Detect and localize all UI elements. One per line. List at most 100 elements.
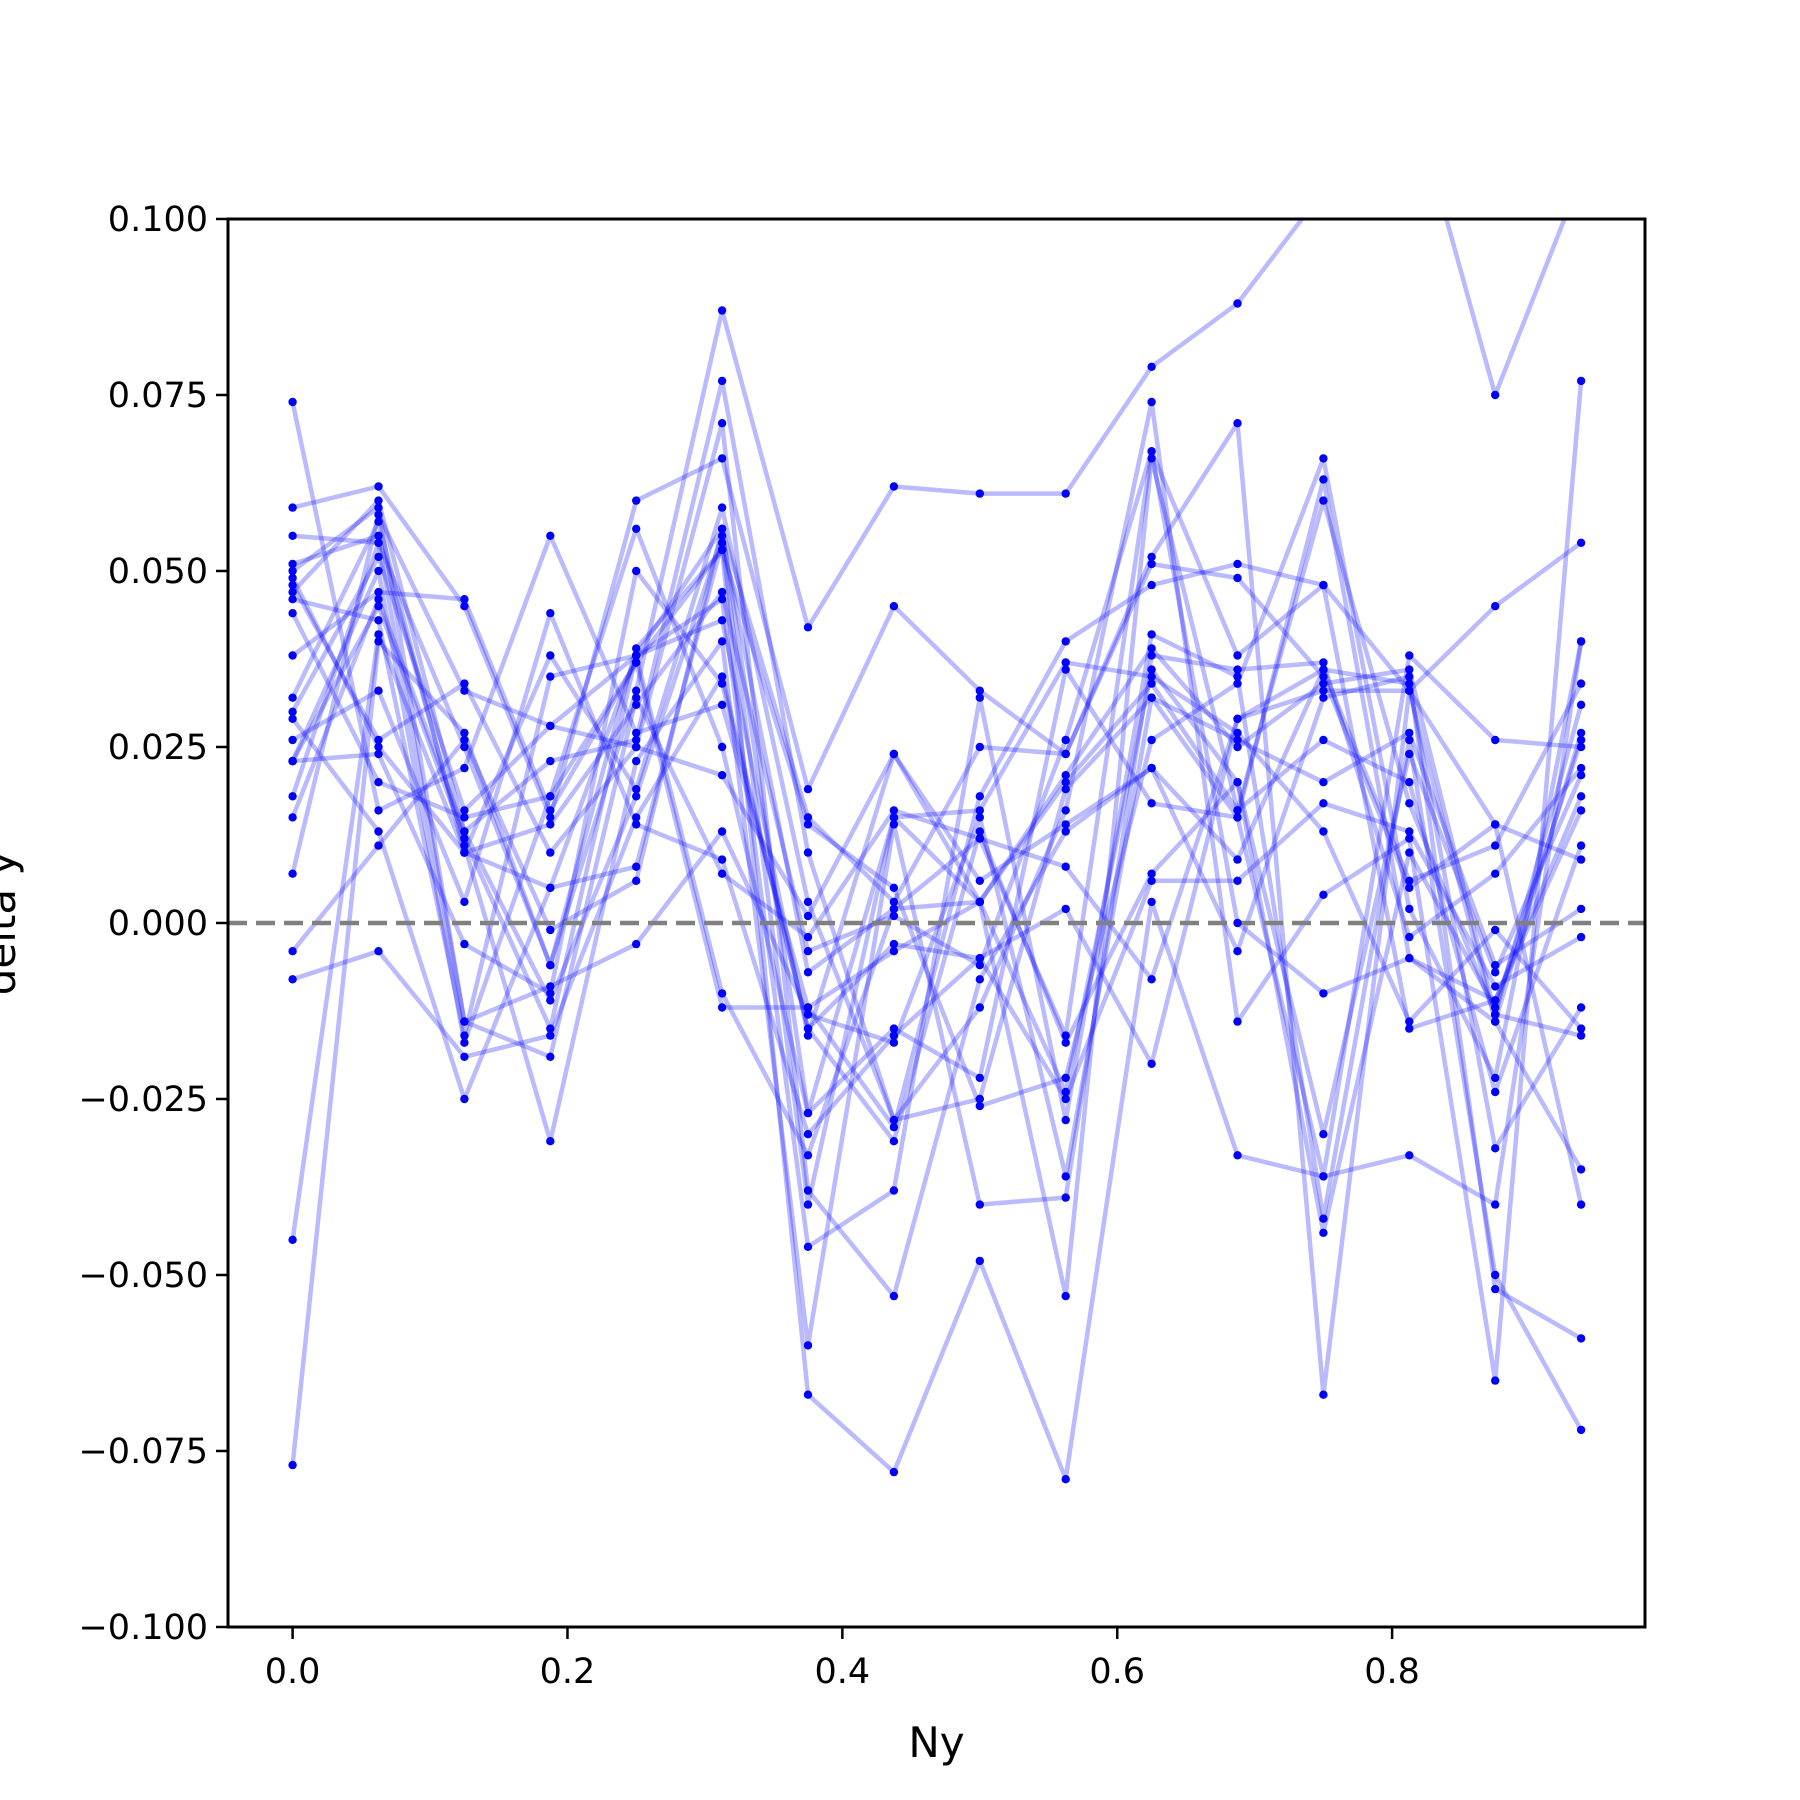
data-point: [288, 609, 297, 618]
data-point: [546, 1052, 555, 1062]
data-point: [546, 651, 555, 660]
data-point: [460, 728, 469, 738]
data-point: [632, 820, 641, 829]
data-point: [1491, 1376, 1500, 1385]
data-point: [1491, 996, 1500, 1005]
series-line-6: [289, 420, 1585, 1397]
data-point: [1491, 1073, 1500, 1083]
data-point: [1319, 686, 1328, 695]
data-point: [1576, 637, 1586, 646]
data-point: [288, 587, 297, 597]
data-point: [288, 1460, 297, 1470]
data-point: [288, 869, 297, 878]
data-point: [1233, 559, 1242, 569]
data-point: [374, 503, 383, 512]
series-line-3: [289, 219, 1567, 968]
data-point: [1319, 1214, 1328, 1223]
data-point: [975, 1073, 984, 1083]
data-point: [1147, 693, 1156, 702]
series-line-17: [290, 568, 1585, 1144]
data-point: [374, 531, 383, 540]
data-point: [1491, 1087, 1500, 1097]
data-point: [288, 707, 297, 716]
data-point: [546, 721, 555, 731]
data-point: [1491, 1003, 1500, 1012]
data-point: [889, 897, 899, 907]
data-point: [288, 573, 297, 583]
data-point: [889, 820, 899, 829]
data-point: [1147, 672, 1156, 681]
series-line-8: [289, 420, 1585, 1342]
data-point: [632, 566, 641, 576]
data-point: [717, 637, 727, 646]
series-line-5: [289, 399, 1585, 1130]
data-point: [803, 911, 813, 921]
data-point: [717, 1003, 727, 1012]
data-point: [717, 855, 727, 864]
x-tick-label: 0.4: [815, 1652, 871, 1692]
data-point: [374, 742, 383, 752]
data-point: [1233, 876, 1242, 885]
data-point: [1061, 806, 1070, 815]
data-point: [1061, 1031, 1070, 1040]
series-line-24: [289, 526, 1585, 955]
data-point: [460, 686, 469, 695]
data-point: [1319, 989, 1328, 998]
y-tick-label: 0.000: [108, 904, 208, 944]
data-point: [803, 1010, 813, 1019]
data-point: [632, 524, 641, 533]
data-point: [975, 1256, 984, 1266]
data-point: [374, 616, 383, 625]
data-point: [1061, 785, 1070, 794]
data-point: [717, 531, 727, 540]
data-point: [1576, 1425, 1586, 1435]
data-point: [288, 714, 297, 723]
data-point: [546, 806, 555, 815]
x-tick-label: 0.2: [540, 1652, 596, 1692]
data-point: [1405, 827, 1414, 836]
data-point: [717, 524, 727, 533]
data-point: [1233, 299, 1242, 308]
data-point: [460, 813, 469, 822]
data-point: [1576, 735, 1586, 745]
data-point: [1576, 1165, 1586, 1174]
data-point: [1491, 961, 1500, 970]
data-point: [1576, 806, 1586, 815]
data-point: [803, 897, 813, 907]
data-point: [374, 637, 383, 646]
data-point: [975, 813, 984, 822]
data-point: [889, 1467, 899, 1477]
data-point: [1233, 714, 1242, 723]
data-point: [1405, 679, 1414, 688]
data-point: [803, 1242, 813, 1252]
data-point: [288, 531, 297, 540]
data-point: [1147, 665, 1156, 674]
data-point: [889, 1186, 899, 1195]
data-point: [1061, 904, 1070, 914]
data-point: [803, 1390, 813, 1399]
data-point: [1491, 1284, 1500, 1294]
data-point: [717, 306, 727, 315]
data-point: [1147, 679, 1156, 688]
data-point: [1576, 763, 1586, 773]
data-point: [803, 1108, 813, 1118]
data-point: [1576, 932, 1586, 942]
data-point: [374, 827, 383, 836]
data-point: [889, 749, 899, 759]
data-point: [288, 1235, 297, 1245]
data-point: [460, 1031, 469, 1040]
data-point: [374, 595, 383, 604]
data-point: [1405, 848, 1414, 857]
data-point: [1319, 1228, 1328, 1238]
data-point: [374, 686, 383, 695]
y-tick-label: 0.100: [108, 200, 208, 240]
data-point: [1576, 1024, 1586, 1033]
data-point: [1061, 771, 1070, 780]
data-point: [632, 686, 641, 695]
y-tick-label: −0.050: [78, 1256, 208, 1296]
points-layer: [288, 299, 1586, 1484]
data-point: [1147, 630, 1156, 639]
data-point: [460, 742, 469, 752]
data-point: [889, 806, 899, 815]
data-point: [1233, 672, 1242, 681]
